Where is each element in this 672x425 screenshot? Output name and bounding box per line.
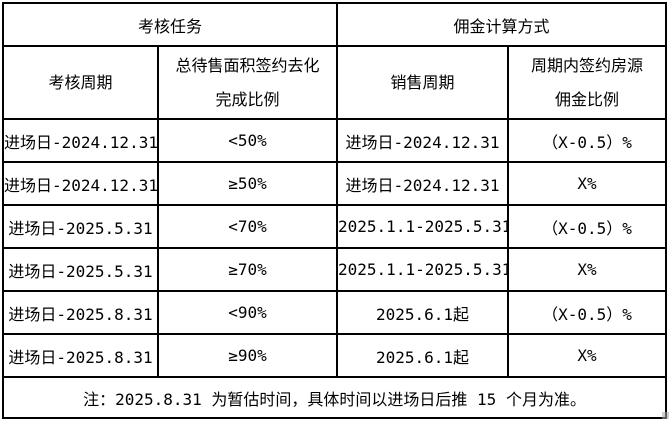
table-row-header-2: 考核周期 总待售面积签约去化 完成比例 销售周期 周期内签约房源 佣金比例 — [2, 45, 668, 120]
cell-completion-ratio: <90% — [156, 290, 339, 335]
table-row: 进场日-2024.12.31 ≥50% 进场日-2024.12.31 X% — [2, 161, 668, 206]
header-line: 周期内签约房源 — [531, 55, 644, 75]
cell-assessment-period: 进场日-2025.5.31 — [2, 204, 159, 249]
header-line: 佣金比例 — [555, 89, 620, 109]
cell-sales-period: 2025.6.1起 — [336, 333, 510, 378]
cell-completion-ratio: ≥90% — [156, 333, 339, 378]
cell-commission-rate: （X-0.5）% — [507, 204, 668, 249]
cell-assessment-period: 进场日-2025.8.31 — [2, 333, 159, 378]
header-assessment-task: 考核任务 — [1, 2, 339, 47]
header-line: 总待售面积签约去化 — [175, 55, 320, 75]
cell-completion-ratio: ≥50% — [156, 161, 339, 206]
cell-completion-ratio: <50% — [156, 118, 339, 163]
table-row: 进场日-2024.12.31 <50% 进场日-2024.12.31 （X-0.… — [2, 118, 668, 163]
header-line: 完成比例 — [215, 89, 280, 109]
cell-sales-period: 进场日-2024.12.31 — [336, 118, 510, 163]
header-assessment-period: 考核周期 — [2, 45, 159, 120]
cell-commission-rate: （X-0.5）% — [507, 290, 668, 335]
cell-completion-ratio: ≥70% — [156, 247, 339, 292]
cell-assessment-period: 进场日-2024.12.31 — [2, 118, 159, 163]
cell-sales-period: 进场日-2024.12.31 — [336, 161, 510, 206]
cell-sales-period: 2025.1.1-2025.5.31 — [336, 204, 510, 249]
table-row: 进场日-2025.5.31 <70% 2025.1.1-2025.5.31 （X… — [2, 204, 668, 249]
header-line: 考核周期 — [48, 72, 113, 92]
header-sales-period: 销售周期 — [336, 45, 510, 120]
header-commission-method: 佣金计算方式 — [336, 2, 668, 47]
cell-sales-period: 2025.1.1-2025.5.31 — [336, 247, 510, 292]
cell-sales-period: 2025.6.1起 — [336, 290, 510, 335]
table-row: 进场日-2025.8.31 ≥90% 2025.6.1起 X% — [2, 333, 668, 378]
cell-commission-rate: （X-0.5）% — [507, 118, 668, 163]
header-commission-rate: 周期内签约房源 佣金比例 — [507, 45, 668, 120]
table-row: 进场日-2025.5.31 ≥70% 2025.1.1-2025.5.31 X% — [2, 247, 668, 292]
header-line: 销售周期 — [390, 72, 455, 92]
cell-commission-rate: X% — [507, 247, 668, 292]
header-completion-ratio: 总待售面积签约去化 完成比例 — [156, 45, 339, 120]
table-resize-handle-artifact — [662, 412, 669, 419]
table-row: 进场日-2025.8.31 <90% 2025.6.1起 （X-0.5）% — [2, 290, 668, 335]
table-row-header-1: 考核任务 佣金计算方式 — [1, 2, 668, 47]
commission-assessment-table: 考核任务 佣金计算方式 考核周期 总待售面积签约去化 完成比例 销售周期 周期内… — [1, 2, 668, 419]
cell-assessment-period: 进场日-2025.5.31 — [2, 247, 159, 292]
cell-assessment-period: 进场日-2024.12.31 — [2, 161, 159, 206]
cell-commission-rate: X% — [507, 333, 668, 378]
table-footnote: 注：2025.8.31 为暂估时间，具体时间以进场日后推 15 个月为准。 — [1, 376, 668, 419]
cell-assessment-period: 进场日-2025.8.31 — [2, 290, 159, 335]
cell-commission-rate: X% — [507, 161, 668, 206]
table-row-note: 注：2025.8.31 为暂估时间，具体时间以进场日后推 15 个月为准。 — [1, 376, 668, 419]
cell-completion-ratio: <70% — [156, 204, 339, 249]
